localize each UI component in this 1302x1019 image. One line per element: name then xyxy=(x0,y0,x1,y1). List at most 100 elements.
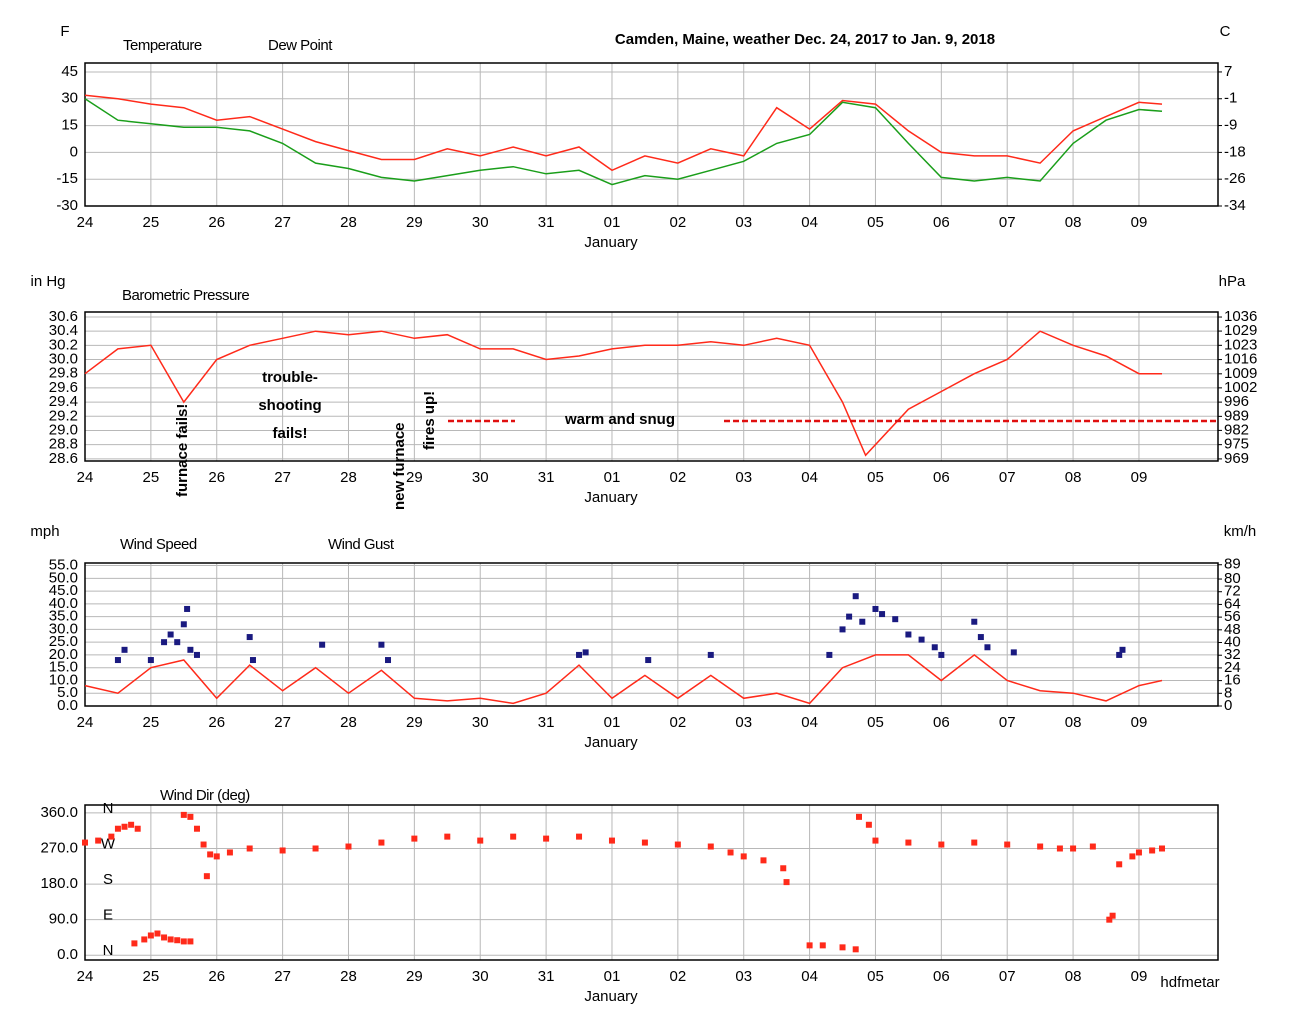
series-point xyxy=(180,938,187,945)
y-tick-label: 15.0 xyxy=(49,659,78,676)
y-tick-label: 360.0 xyxy=(40,804,78,821)
series-point xyxy=(141,936,148,943)
y2-tick-label: -26 xyxy=(1224,170,1246,187)
x-tick-label: 02 xyxy=(670,714,687,731)
series-point xyxy=(740,853,747,860)
y-tick-label: 35.0 xyxy=(49,608,78,625)
series-point xyxy=(1129,853,1136,860)
y-tick-label: 28.8 xyxy=(49,436,78,453)
series-line xyxy=(84,330,1162,457)
annotation: furnace fails! xyxy=(174,404,191,497)
series-point xyxy=(859,618,866,625)
series-point xyxy=(707,843,714,850)
y-tick-label: 5.0 xyxy=(57,684,78,701)
x-tick-label: 26 xyxy=(208,214,225,231)
series-point xyxy=(826,651,833,658)
y-tick-label: 0.0 xyxy=(57,946,78,963)
series-line xyxy=(84,653,1163,705)
x-tick-label: 07 xyxy=(999,469,1016,486)
series-point xyxy=(783,879,790,886)
series-point xyxy=(641,839,648,846)
plot-area xyxy=(85,63,1218,206)
x-tick-label: 30 xyxy=(472,469,489,486)
y2-tick-label: 982 xyxy=(1224,421,1249,438)
x-tick-label: 24 xyxy=(77,968,94,985)
y-tick-label: 40.0 xyxy=(49,595,78,612)
x-tick-label: 28 xyxy=(340,469,357,486)
x-tick-label: 28 xyxy=(340,968,357,985)
series-point xyxy=(193,825,200,832)
series-point xyxy=(114,657,121,664)
chart-panel: 24 25 26 27 28 29 30 31 01 02 03 04 05 06 07 08 09 55.050… xyxy=(30,523,1256,751)
series-point xyxy=(905,631,912,638)
x-tick-label: 06 xyxy=(933,469,950,486)
x-tick-label: 26 xyxy=(208,714,225,731)
series-point xyxy=(200,841,207,848)
x-tick-label: 29 xyxy=(406,714,423,731)
x-axis-label: January xyxy=(584,734,638,751)
series-point xyxy=(161,639,168,646)
x-tick-label: 28 xyxy=(340,214,357,231)
series-point xyxy=(249,657,256,664)
plot-frame xyxy=(84,562,1219,707)
chart-panel: 24 25 26 27 28 29 30 31 01 02 03 04 05 06 07 08 0930.630… xyxy=(30,273,1257,510)
series-point xyxy=(378,641,385,648)
annotation: shooting xyxy=(258,397,321,414)
x-axis-label: January xyxy=(584,988,638,1005)
x-tick-label: 30 xyxy=(472,714,489,731)
series-point xyxy=(180,621,187,628)
legend-entry: Temperature xyxy=(123,37,202,54)
y2-tick-label: 56 xyxy=(1224,608,1241,625)
series-point xyxy=(510,833,517,840)
series-point xyxy=(154,930,161,937)
series-point xyxy=(226,849,233,856)
y2-tick-label: 32 xyxy=(1224,646,1241,663)
series-point xyxy=(193,651,200,658)
x-tick-label: 03 xyxy=(735,469,752,486)
series-point xyxy=(108,833,115,840)
legend-entry: Wind Speed xyxy=(120,536,197,553)
series-line xyxy=(84,94,1163,172)
x-tick-label: 27 xyxy=(274,214,291,231)
series-point xyxy=(187,646,194,653)
y-tick-label: 10.0 xyxy=(49,671,78,688)
x-tick-label: 06 xyxy=(933,714,950,731)
series-point xyxy=(839,944,846,951)
x-tick-label: 01 xyxy=(604,714,621,731)
x-tick-label: 24 xyxy=(77,214,94,231)
y2-unit: hPa xyxy=(1219,273,1246,290)
series-point xyxy=(984,644,991,651)
series-point xyxy=(1116,651,1123,658)
x-tick-label: 27 xyxy=(274,714,291,731)
series-point xyxy=(279,847,286,854)
y2-tick-label: 64 xyxy=(1224,595,1241,612)
y2-tick-label: 72 xyxy=(1224,583,1241,600)
x-tick-label: 25 xyxy=(143,214,160,231)
series-point xyxy=(865,821,872,828)
y2-tick-label: 1029 xyxy=(1224,322,1257,339)
y2-tick-label: 1036 xyxy=(1224,308,1257,325)
x-tick-label: 04 xyxy=(801,968,818,985)
series-point xyxy=(852,593,859,600)
y2-tick-label: 969 xyxy=(1224,450,1249,467)
series-point xyxy=(727,849,734,856)
y-unit: F xyxy=(60,23,69,40)
chart-title: Camden, Maine, weather Dec. 24, 2017 to … xyxy=(615,31,995,48)
annotation: fires up! xyxy=(421,391,438,450)
y2-tick-label: 40 xyxy=(1224,633,1241,650)
x-tick-label: 08 xyxy=(1065,968,1082,985)
plot-area xyxy=(85,563,1218,706)
plot-area xyxy=(85,805,1218,960)
y2-tick-label: -9 xyxy=(1224,117,1237,134)
series-point xyxy=(174,639,181,646)
series-point xyxy=(167,631,174,638)
x-tick-label: 29 xyxy=(406,214,423,231)
y2-tick-label: -34 xyxy=(1224,197,1246,214)
y-tick-label: 30 xyxy=(61,90,78,107)
compass-label: N xyxy=(103,800,114,817)
y2-tick-label: 996 xyxy=(1224,393,1249,410)
y2-tick-label: -18 xyxy=(1224,143,1246,160)
y2-unit: km/h xyxy=(1224,523,1257,540)
y-unit: mph xyxy=(30,523,59,540)
